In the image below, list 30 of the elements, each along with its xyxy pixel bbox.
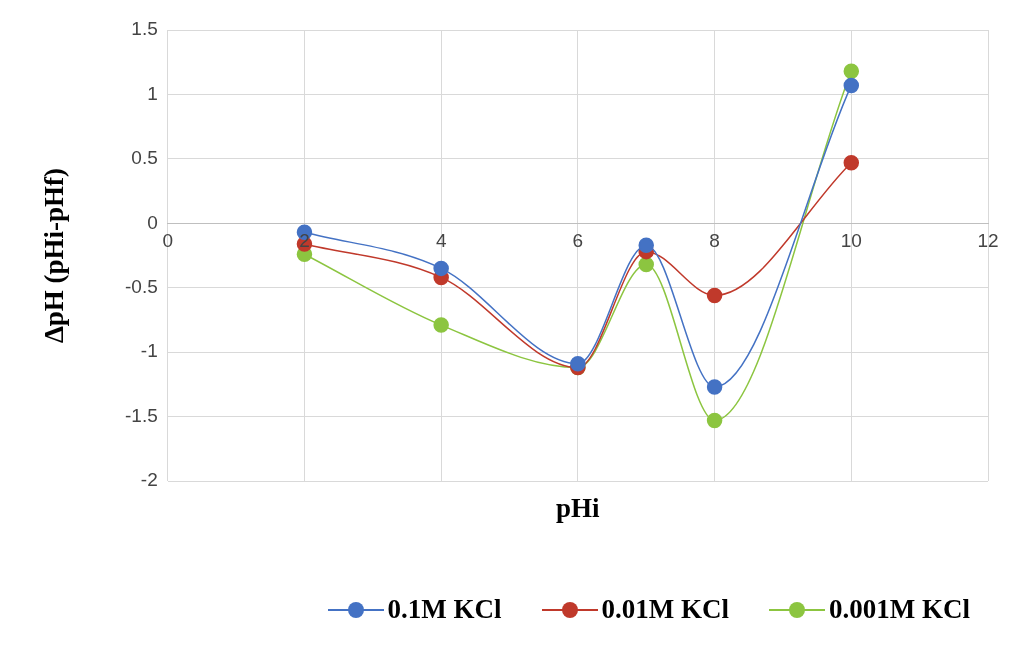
point xyxy=(433,260,449,277)
y-tick-label: -1.5 xyxy=(124,404,158,426)
x-axis-title: pHi xyxy=(556,493,601,523)
point xyxy=(843,63,860,79)
legend-label: 0.001M KCl xyxy=(829,594,970,625)
point xyxy=(706,412,723,429)
legend-label: 0.01M KCl xyxy=(601,594,729,625)
point xyxy=(433,317,449,333)
x-tick-label: 0 xyxy=(162,230,174,252)
x-tick-label: 10 xyxy=(840,230,862,252)
y-axis-title: ΔpH (pHi-pHf) xyxy=(38,167,69,344)
point xyxy=(638,256,654,273)
point xyxy=(843,154,860,171)
y-tick-label: 1 xyxy=(147,82,158,104)
x-tick-label: 8 xyxy=(709,230,720,252)
x-tick-label: 12 xyxy=(977,230,999,252)
point xyxy=(570,355,586,372)
y-tick-label: -2 xyxy=(140,469,158,491)
y-tick-label: 0.5 xyxy=(131,147,158,169)
y-tick-label: -0.5 xyxy=(124,275,158,297)
y-tick-label: -1 xyxy=(140,340,158,362)
y-tick-label: 1.5 xyxy=(131,18,158,40)
point xyxy=(706,379,723,395)
point xyxy=(706,287,723,304)
x-tick-label: 6 xyxy=(572,230,584,252)
point xyxy=(843,77,860,94)
y-tick-label: 0 xyxy=(147,211,158,233)
legend-label: 0.1M KCl xyxy=(387,594,502,625)
point xyxy=(638,237,654,253)
x-tick-label: 4 xyxy=(435,230,447,252)
